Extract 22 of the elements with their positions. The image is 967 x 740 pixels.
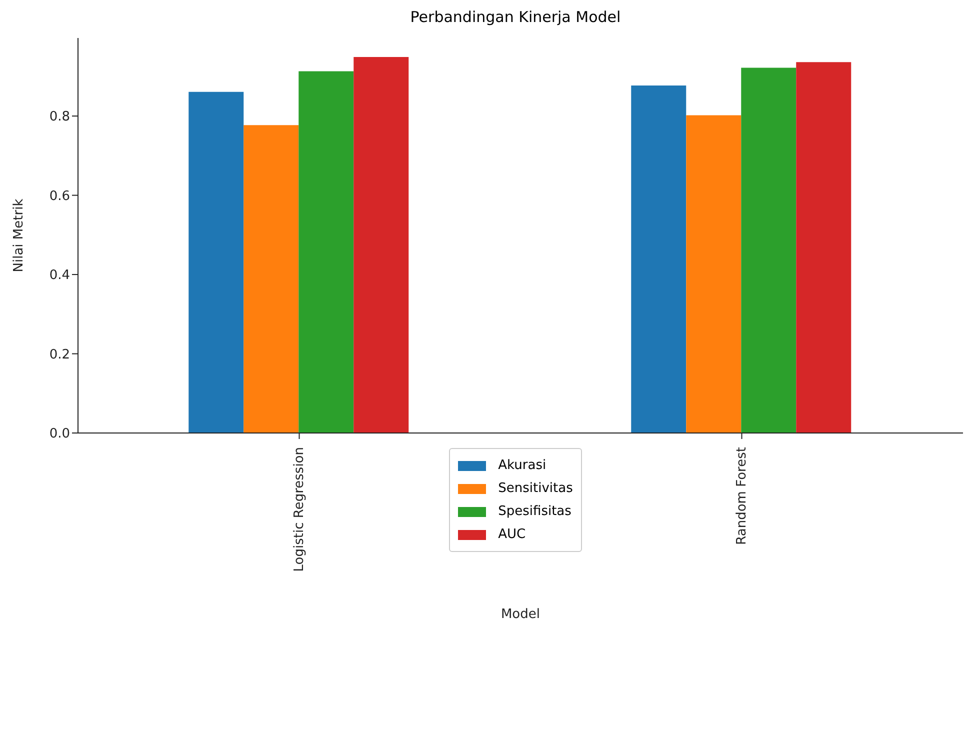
y-tick-label: 0.8 (49, 110, 70, 125)
legend-label: Spesifisitas (498, 504, 572, 519)
y-tick-label: 0.2 (49, 347, 70, 362)
x-tick-label: Random Forest (734, 447, 750, 545)
x-tick-label: Logistic Regression (292, 447, 307, 572)
bar (188, 92, 244, 433)
y-tick-label: 0.6 (49, 188, 70, 204)
legend-label: AUC (498, 527, 526, 542)
bar (796, 62, 852, 433)
bar (686, 115, 742, 433)
x-axis-title: Model (500, 607, 540, 622)
bar (298, 71, 354, 433)
y-tick-label: 0.4 (49, 268, 70, 284)
y-axis-title: Nilai Metrik (12, 198, 27, 272)
legend-label: Sensitivitas (498, 481, 573, 496)
chart-title: Perbandingan Kinerja Model (409, 8, 622, 28)
bar (741, 68, 796, 433)
bar (354, 57, 409, 433)
bar (631, 86, 686, 433)
bar (244, 125, 299, 433)
legend-label: Akurasi (498, 458, 546, 473)
y-tick-label: 0.0 (49, 426, 70, 442)
